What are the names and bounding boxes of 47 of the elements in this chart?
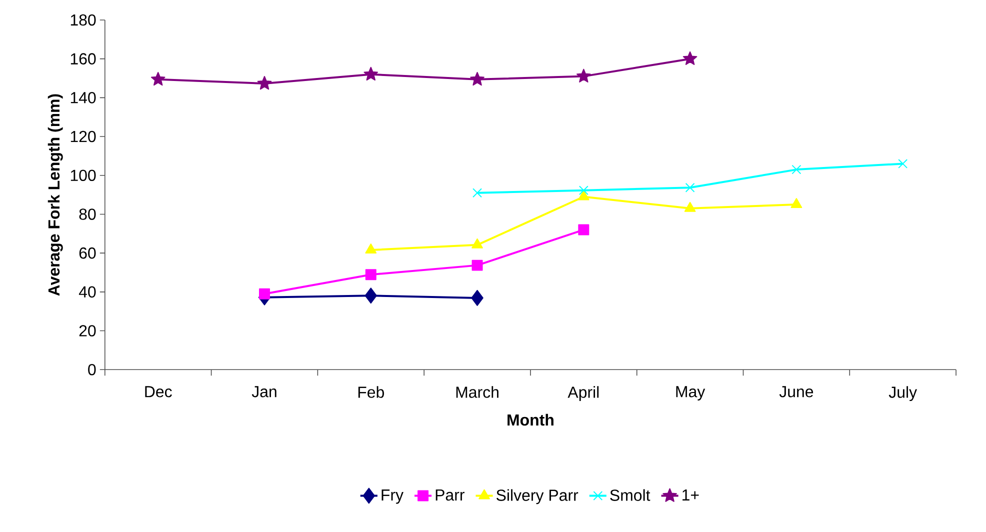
y-tick-label: 20: [79, 324, 96, 336]
point: [258, 288, 270, 300]
point: [790, 198, 802, 208]
x-tick-label: April: [568, 386, 599, 401]
x-tick-label: June: [779, 386, 814, 398]
y-tick-label: 40: [78, 286, 96, 298]
point: [470, 72, 484, 86]
point: [364, 66, 378, 80]
point: [578, 185, 588, 195]
point: [472, 188, 482, 198]
point: [578, 224, 590, 236]
point: [685, 182, 695, 192]
x-axis-title: Month: [508, 414, 554, 426]
y-tick-label: 80: [79, 208, 96, 220]
point: [792, 164, 802, 174]
point: [364, 287, 377, 304]
x-tick-label: July: [888, 386, 918, 401]
point: [472, 260, 483, 271]
legend-label: Smolt: [610, 488, 650, 501]
y-tick-label: 140: [70, 92, 96, 104]
x-tick-label: March: [456, 386, 498, 398]
y-tick-label: 0: [88, 364, 96, 376]
x-tick-label: May: [676, 386, 706, 400]
point: [471, 290, 484, 306]
x-tick-label: Jan: [252, 386, 276, 398]
point: [472, 238, 483, 248]
y-axis-title: Average Fork Length (mm): [48, 94, 63, 296]
legend-label: Silvery Parr: [496, 488, 578, 504]
point: [898, 158, 908, 168]
y-tick-label: 180: [70, 14, 96, 26]
point: [365, 268, 376, 280]
y-tick-label: 120: [70, 130, 96, 142]
legend-label: Fry: [382, 489, 404, 504]
y-tick-label: 160: [70, 52, 96, 64]
x-tick-label: Feb: [358, 386, 384, 398]
point: [682, 51, 698, 65]
legend-label: 1+: [682, 489, 699, 500]
point: [365, 243, 377, 254]
point: [576, 68, 591, 82]
y-tick-label: 60: [79, 247, 96, 259]
point: [578, 190, 590, 200]
point: [150, 72, 166, 86]
point: [684, 202, 696, 212]
point: [257, 76, 272, 90]
y-tick-label: 100: [70, 170, 96, 181]
x-tick-label: Dec: [145, 386, 172, 398]
legend-label: Parr: [436, 489, 464, 500]
